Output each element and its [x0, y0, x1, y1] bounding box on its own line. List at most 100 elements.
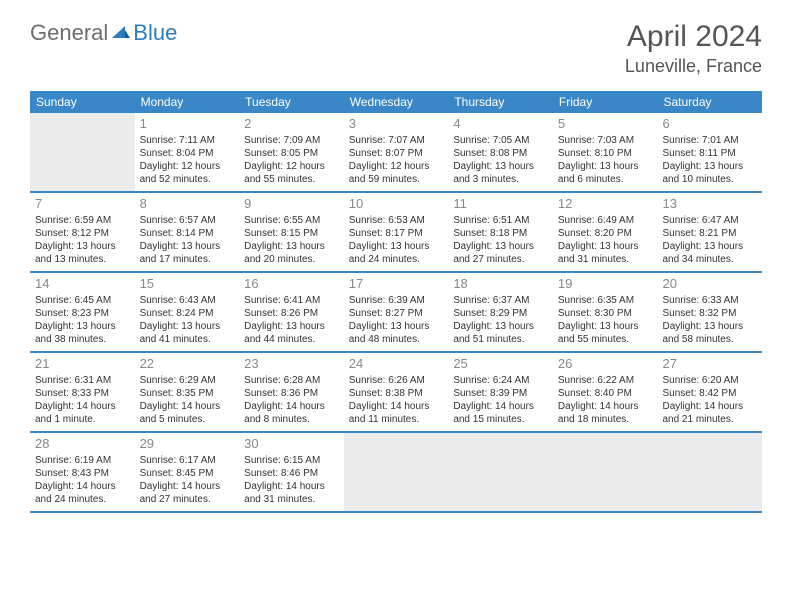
daylight-line-2: and 27 minutes. — [140, 493, 235, 506]
daylight-line-1: Daylight: 13 hours — [35, 320, 130, 333]
week-row: 14Sunrise: 6:45 AMSunset: 8:23 PMDayligh… — [30, 273, 762, 353]
sunrise-line: Sunrise: 6:43 AM — [140, 294, 235, 307]
daylight-line-1: Daylight: 12 hours — [244, 160, 339, 173]
daylight-line-1: Daylight: 13 hours — [662, 320, 757, 333]
day-number: 11 — [453, 196, 548, 213]
day-cell: 25Sunrise: 6:24 AMSunset: 8:39 PMDayligh… — [448, 353, 553, 431]
daylight-line-2: and 1 minute. — [35, 413, 130, 426]
sunset-line: Sunset: 8:38 PM — [349, 387, 444, 400]
sunrise-line: Sunrise: 6:41 AM — [244, 294, 339, 307]
day-number: 3 — [349, 116, 444, 133]
day-cell-empty — [553, 433, 658, 511]
day-cell: 18Sunrise: 6:37 AMSunset: 8:29 PMDayligh… — [448, 273, 553, 351]
day-number: 18 — [453, 276, 548, 293]
day-number: 16 — [244, 276, 339, 293]
day-number: 10 — [349, 196, 444, 213]
day-cell: 13Sunrise: 6:47 AMSunset: 8:21 PMDayligh… — [657, 193, 762, 271]
sunset-line: Sunset: 8:11 PM — [662, 147, 757, 160]
day-cell: 26Sunrise: 6:22 AMSunset: 8:40 PMDayligh… — [553, 353, 658, 431]
daylight-line-2: and 8 minutes. — [244, 413, 339, 426]
sunrise-line: Sunrise: 6:26 AM — [349, 374, 444, 387]
day-number: 1 — [140, 116, 235, 133]
daylight-line-1: Daylight: 14 hours — [140, 400, 235, 413]
weekday-monday: Monday — [135, 95, 240, 109]
logo-triangle-icon — [112, 24, 130, 43]
sunset-line: Sunset: 8:15 PM — [244, 227, 339, 240]
daylight-line-2: and 3 minutes. — [453, 173, 548, 186]
daylight-line-2: and 24 minutes. — [35, 493, 130, 506]
daylight-line-1: Daylight: 13 hours — [662, 160, 757, 173]
header: General Blue April 2024 Luneville, Franc… — [0, 0, 792, 85]
daylight-line-1: Daylight: 13 hours — [558, 160, 653, 173]
sunset-line: Sunset: 8:33 PM — [35, 387, 130, 400]
daylight-line-2: and 13 minutes. — [35, 253, 130, 266]
daylight-line-2: and 48 minutes. — [349, 333, 444, 346]
sunrise-line: Sunrise: 6:39 AM — [349, 294, 444, 307]
daylight-line-1: Daylight: 13 hours — [453, 160, 548, 173]
daylight-line-1: Daylight: 12 hours — [349, 160, 444, 173]
daylight-line-2: and 5 minutes. — [140, 413, 235, 426]
day-cell: 28Sunrise: 6:19 AMSunset: 8:43 PMDayligh… — [30, 433, 135, 511]
sunrise-line: Sunrise: 7:07 AM — [349, 134, 444, 147]
sunrise-line: Sunrise: 6:45 AM — [35, 294, 130, 307]
sunrise-line: Sunrise: 7:05 AM — [453, 134, 548, 147]
sunrise-line: Sunrise: 6:24 AM — [453, 374, 548, 387]
sunrise-line: Sunrise: 6:33 AM — [662, 294, 757, 307]
daylight-line-1: Daylight: 14 hours — [453, 400, 548, 413]
sunset-line: Sunset: 8:24 PM — [140, 307, 235, 320]
sunset-line: Sunset: 8:21 PM — [662, 227, 757, 240]
day-cell-empty — [448, 433, 553, 511]
sunset-line: Sunset: 8:23 PM — [35, 307, 130, 320]
sunset-line: Sunset: 8:18 PM — [453, 227, 548, 240]
day-cell: 19Sunrise: 6:35 AMSunset: 8:30 PMDayligh… — [553, 273, 658, 351]
daylight-line-1: Daylight: 13 hours — [140, 240, 235, 253]
day-number: 14 — [35, 276, 130, 293]
sunset-line: Sunset: 8:05 PM — [244, 147, 339, 160]
daylight-line-1: Daylight: 13 hours — [140, 320, 235, 333]
sunset-line: Sunset: 8:46 PM — [244, 467, 339, 480]
day-cell: 30Sunrise: 6:15 AMSunset: 8:46 PMDayligh… — [239, 433, 344, 511]
daylight-line-1: Daylight: 13 hours — [662, 240, 757, 253]
day-cell: 22Sunrise: 6:29 AMSunset: 8:35 PMDayligh… — [135, 353, 240, 431]
sunrise-line: Sunrise: 6:35 AM — [558, 294, 653, 307]
day-cell-empty — [657, 433, 762, 511]
day-number: 29 — [140, 436, 235, 453]
sunrise-line: Sunrise: 6:22 AM — [558, 374, 653, 387]
daylight-line-1: Daylight: 14 hours — [244, 400, 339, 413]
day-number: 17 — [349, 276, 444, 293]
day-number: 4 — [453, 116, 548, 133]
sunset-line: Sunset: 8:04 PM — [140, 147, 235, 160]
daylight-line-2: and 15 minutes. — [453, 413, 548, 426]
week-row: 28Sunrise: 6:19 AMSunset: 8:43 PMDayligh… — [30, 433, 762, 513]
day-number: 15 — [140, 276, 235, 293]
daylight-line-2: and 10 minutes. — [662, 173, 757, 186]
sunset-line: Sunset: 8:26 PM — [244, 307, 339, 320]
day-cell-empty — [344, 433, 449, 511]
weekday-tuesday: Tuesday — [239, 95, 344, 109]
sunrise-line: Sunrise: 7:09 AM — [244, 134, 339, 147]
day-number: 26 — [558, 356, 653, 373]
daylight-line-2: and 41 minutes. — [140, 333, 235, 346]
daylight-line-2: and 11 minutes. — [349, 413, 444, 426]
daylight-line-1: Daylight: 13 hours — [244, 240, 339, 253]
sunrise-line: Sunrise: 6:37 AM — [453, 294, 548, 307]
daylight-line-2: and 59 minutes. — [349, 173, 444, 186]
daylight-line-2: and 21 minutes. — [662, 413, 757, 426]
sunrise-line: Sunrise: 6:49 AM — [558, 214, 653, 227]
day-number: 13 — [662, 196, 757, 213]
daylight-line-2: and 27 minutes. — [453, 253, 548, 266]
day-cell: 12Sunrise: 6:49 AMSunset: 8:20 PMDayligh… — [553, 193, 658, 271]
sunset-line: Sunset: 8:30 PM — [558, 307, 653, 320]
day-cell: 4Sunrise: 7:05 AMSunset: 8:08 PMDaylight… — [448, 113, 553, 191]
day-number: 30 — [244, 436, 339, 453]
daylight-line-2: and 55 minutes. — [244, 173, 339, 186]
sunrise-line: Sunrise: 6:55 AM — [244, 214, 339, 227]
weekday-wednesday: Wednesday — [344, 95, 449, 109]
day-cell: 1Sunrise: 7:11 AMSunset: 8:04 PMDaylight… — [135, 113, 240, 191]
daylight-line-1: Daylight: 14 hours — [140, 480, 235, 493]
day-number: 25 — [453, 356, 548, 373]
day-cell: 27Sunrise: 6:20 AMSunset: 8:42 PMDayligh… — [657, 353, 762, 431]
day-number: 24 — [349, 356, 444, 373]
day-cell: 24Sunrise: 6:26 AMSunset: 8:38 PMDayligh… — [344, 353, 449, 431]
day-cell: 7Sunrise: 6:59 AMSunset: 8:12 PMDaylight… — [30, 193, 135, 271]
